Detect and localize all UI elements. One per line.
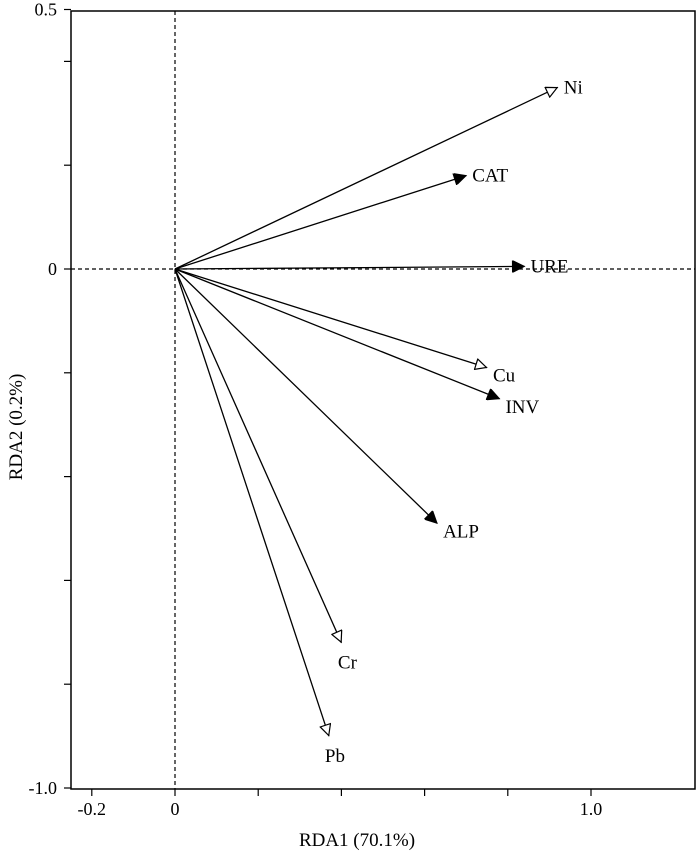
vector-label-inv: INV [505, 397, 539, 418]
vector-label-ni: Ni [564, 77, 583, 98]
x-tick-label: 1.0 [580, 799, 603, 819]
vector-ni [174, 87, 558, 270]
x-tick-label: -0.2 [78, 799, 107, 819]
vector-ure [174, 266, 524, 269]
vector-layer: Ni CAT URE Cu INV ALP Cr Pb [174, 77, 583, 767]
y-tick-label: 0 [48, 259, 57, 279]
plot-frame [70, 10, 696, 790]
x-tick-label: 0 [171, 799, 180, 819]
vector-pb [174, 268, 329, 736]
vector-alp [174, 268, 437, 523]
vector-cat [174, 176, 466, 270]
vector-inv [174, 268, 499, 399]
vector-cr [174, 268, 341, 643]
y-axis-label: RDA2 (0.2%) [6, 374, 27, 481]
vector-label-cr: Cr [338, 653, 358, 674]
vector-label-alp: ALP [443, 521, 479, 542]
y-tick-label: 0.5 [35, 0, 58, 20]
vector-cu [174, 268, 487, 368]
vector-label-cat: CAT [472, 166, 508, 187]
vector-label-cu: Cu [493, 366, 516, 387]
y-tick-label: -1.0 [29, 778, 58, 798]
vector-label-pb: Pb [325, 746, 345, 767]
x-axis-ticks: -0.2 0 1.0 [78, 789, 603, 819]
x-axis-label: RDA1 (70.1%) [299, 830, 415, 851]
y-axis-ticks: -1.0 0 0.5 [29, 0, 71, 798]
vector-label-ure: URE [530, 256, 568, 277]
